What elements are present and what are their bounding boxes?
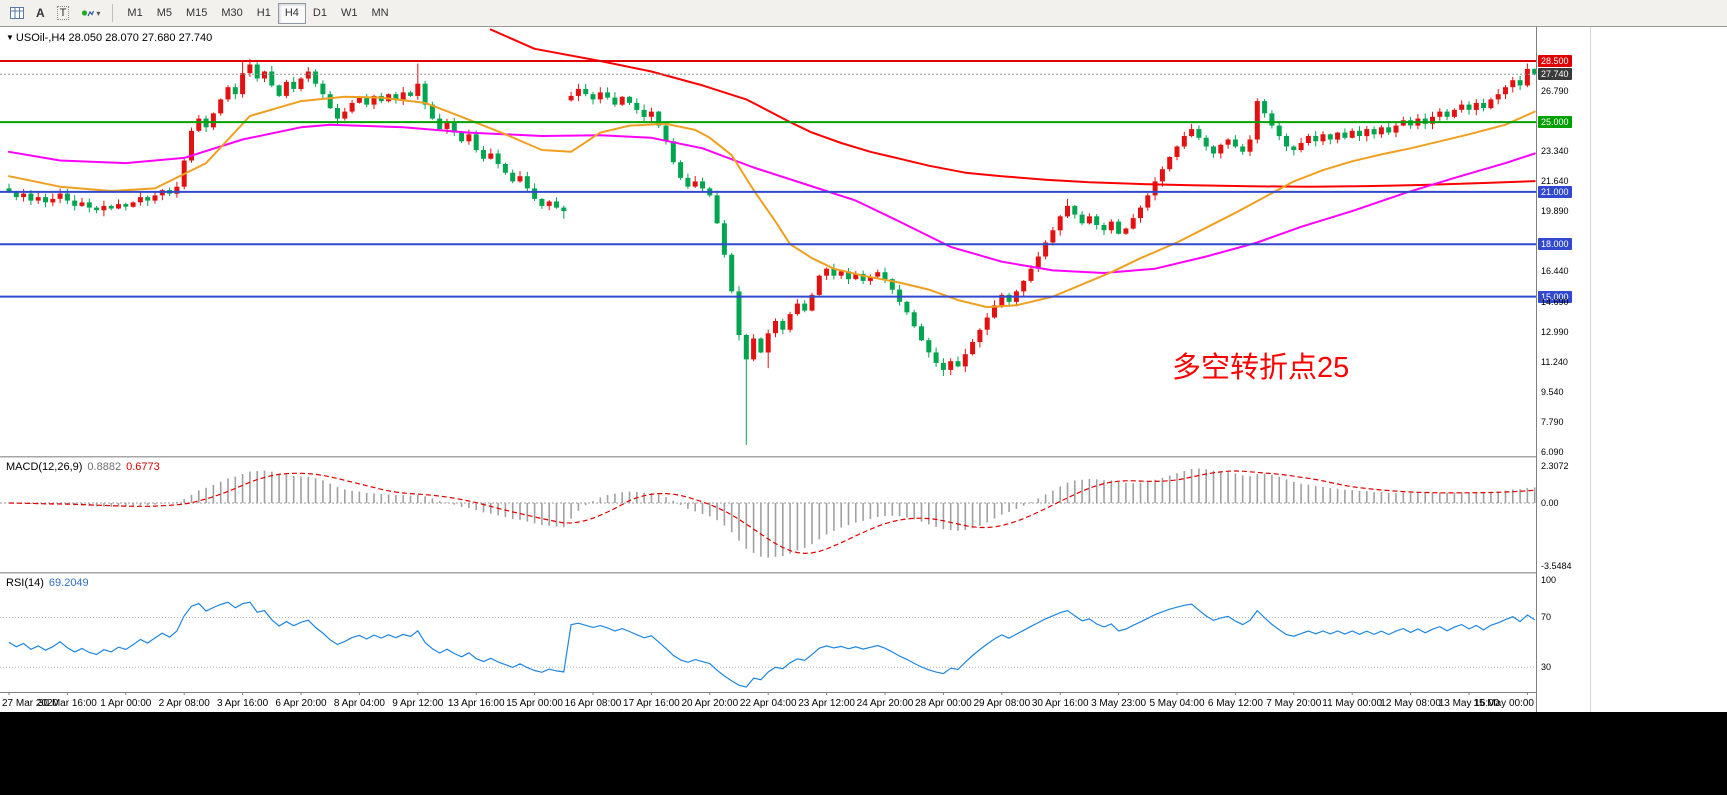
text-tool-button[interactable]: T: [52, 3, 75, 24]
rsi-value: 69.2049: [48, 577, 89, 589]
time-axis-label: 28 Apr 00:00: [915, 698, 972, 709]
time-axis-label: 6 May 12:00: [1208, 698, 1263, 709]
price-scale-label: 21.640: [1541, 176, 1569, 186]
time-axis-label: 16 Apr 08:00: [565, 698, 622, 709]
indicator-icon: [82, 10, 95, 17]
price-scale-label: 26.790: [1541, 86, 1569, 96]
panel-separator[interactable]: [0, 456, 1590, 458]
time-axis-label: 30 Apr 16:00: [1032, 698, 1089, 709]
time-axis-label: 15 Apr 00:00: [506, 698, 563, 709]
time-axis-label: 29 Apr 08:00: [973, 698, 1030, 709]
rsi-scale-30: 30: [1541, 662, 1552, 672]
time-axis-label: 13 Apr 16:00: [448, 698, 505, 709]
indicators-dropdown-button[interactable]: ▾: [76, 3, 105, 24]
price-scale-label: 14.690: [1541, 297, 1569, 307]
price-badge: 25.000: [1538, 116, 1572, 128]
price-scale-label: 9.540: [1541, 387, 1564, 397]
collapse-chart-icon[interactable]: ▼: [6, 33, 14, 42]
timeframe-h1-button[interactable]: H1: [250, 3, 278, 24]
macd-scale-zero: 0.00: [1541, 498, 1559, 508]
price-scale-label: 7.790: [1541, 417, 1564, 427]
time-axis-label: 11 May 00:00: [1322, 698, 1382, 709]
time-axis-label: 23 Apr 12:00: [798, 698, 855, 709]
rsi-header: RSI(14) 69.2049: [6, 577, 89, 589]
price-scale-label: 12.990: [1541, 327, 1569, 337]
time-axis-label: 17 Apr 16:00: [623, 698, 680, 709]
rsi-panel-canvas[interactable]: [0, 574, 1536, 692]
macd-signal-value: 0.6773: [126, 461, 160, 473]
timeframe-mn-button[interactable]: MN: [364, 3, 395, 24]
timeframe-h4-button[interactable]: H4: [277, 2, 306, 24]
toolbar-separator: [112, 4, 114, 22]
font-tool-button[interactable]: A: [31, 3, 50, 24]
bottom-black-bar: [0, 712, 1727, 795]
price-badge: 18.000: [1538, 238, 1572, 250]
time-axis-label: 7 May 20:00: [1266, 698, 1321, 709]
time-axis-label: 15 May 00:00: [1473, 698, 1534, 709]
timeframe-m1-button[interactable]: M1: [120, 3, 149, 24]
chart-annotation: 多空转折点25: [1172, 351, 1349, 384]
main-chart-canvas[interactable]: 多空转折点25: [0, 27, 1536, 456]
time-axis-label: 5 May 04:00: [1149, 698, 1204, 709]
chevron-down-icon: ▾: [96, 8, 101, 18]
timeframe-group: M1 M5 M15 M30 H1 H4 D1 W1 MN: [120, 2, 395, 24]
letter-t-icon: T: [56, 6, 70, 20]
letter-a-icon: A: [36, 6, 45, 20]
price-scale-label: 11.240: [1541, 357, 1568, 367]
macd-header: MACD(12,26,9) 0.8882 0.6773: [6, 461, 160, 473]
timeframe-m5-button[interactable]: M5: [150, 3, 179, 24]
time-axis-label: 9 Apr 12:00: [392, 698, 444, 709]
time-axis-label: 6 Apr 20:00: [275, 698, 327, 709]
ohlc-values: 28.050 28.070 27.680 27.740: [68, 32, 213, 44]
chart-window-button[interactable]: [5, 3, 29, 24]
macd-panel-canvas[interactable]: [0, 458, 1536, 572]
price-scale-label: 19.890: [1541, 206, 1569, 216]
macd-scale-top: 2.3072: [1541, 461, 1569, 471]
rsi-title: RSI(14): [6, 577, 44, 589]
price-badge: 27.740: [1538, 68, 1572, 80]
time-axis-label: 27 Mar 2020: [2, 698, 59, 709]
timeframe-m30-button[interactable]: M30: [214, 3, 249, 24]
price-badge: 15.000: [1538, 291, 1572, 303]
time-axis-label: 2 Apr 08:00: [159, 698, 211, 709]
window-right-border: [1590, 27, 1591, 712]
price-scale[interactable]: 28.500 27.740 26.790 25.000 23.340 21.640 21.0…: [1536, 27, 1591, 712]
timeframe-m15-button[interactable]: M15: [179, 3, 214, 24]
price-badge: 28.500: [1538, 55, 1572, 67]
time-axis-label: 24 Apr 20:00: [857, 698, 914, 709]
time-axis-label: 20 Apr 20:00: [681, 698, 738, 709]
chart-grid-icon: [10, 7, 24, 19]
macd-main-value: 0.8882: [87, 461, 122, 473]
price-badge: 21.000: [1538, 186, 1572, 198]
chart-header: ▼ USOil-,H4 28.050 28.070 27.680 27.740: [6, 32, 212, 44]
time-axis-label: 1 Apr 00:00: [100, 698, 152, 709]
time-axis-label: 12 May 08:00: [1380, 698, 1441, 709]
time-axis-label: 22 Apr 04:00: [740, 698, 797, 709]
time-axis-label: 30 Mar 16:00: [38, 698, 97, 709]
time-axis-label: 3 Apr 16:00: [217, 698, 269, 709]
time-axis-label: 13 May 16:00: [1439, 698, 1500, 709]
toolbar: A T ▾ M1 M5 M15 M30 H1 H4 D1 W1 MN: [0, 0, 1727, 27]
rsi-scale-100: 100: [1541, 575, 1557, 585]
timeframe-d1-button[interactable]: D1: [306, 3, 334, 24]
panel-separator[interactable]: [0, 572, 1590, 574]
macd-scale-bottom: -3.5484: [1541, 561, 1572, 571]
timeframe-w1-button[interactable]: W1: [334, 3, 365, 24]
rsi-scale-70: 70: [1541, 612, 1552, 622]
time-axis-label: 3 May 23:00: [1091, 698, 1146, 709]
symbol-timeframe: USOil-,H4: [15, 32, 66, 44]
price-scale-label: 23.340: [1541, 146, 1569, 156]
macd-title: MACD(12,26,9): [6, 461, 83, 473]
time-axis-label: 8 Apr 04:00: [334, 698, 386, 709]
price-scale-label: 6.090: [1541, 447, 1564, 457]
price-scale-label: 16.440: [1541, 266, 1569, 276]
